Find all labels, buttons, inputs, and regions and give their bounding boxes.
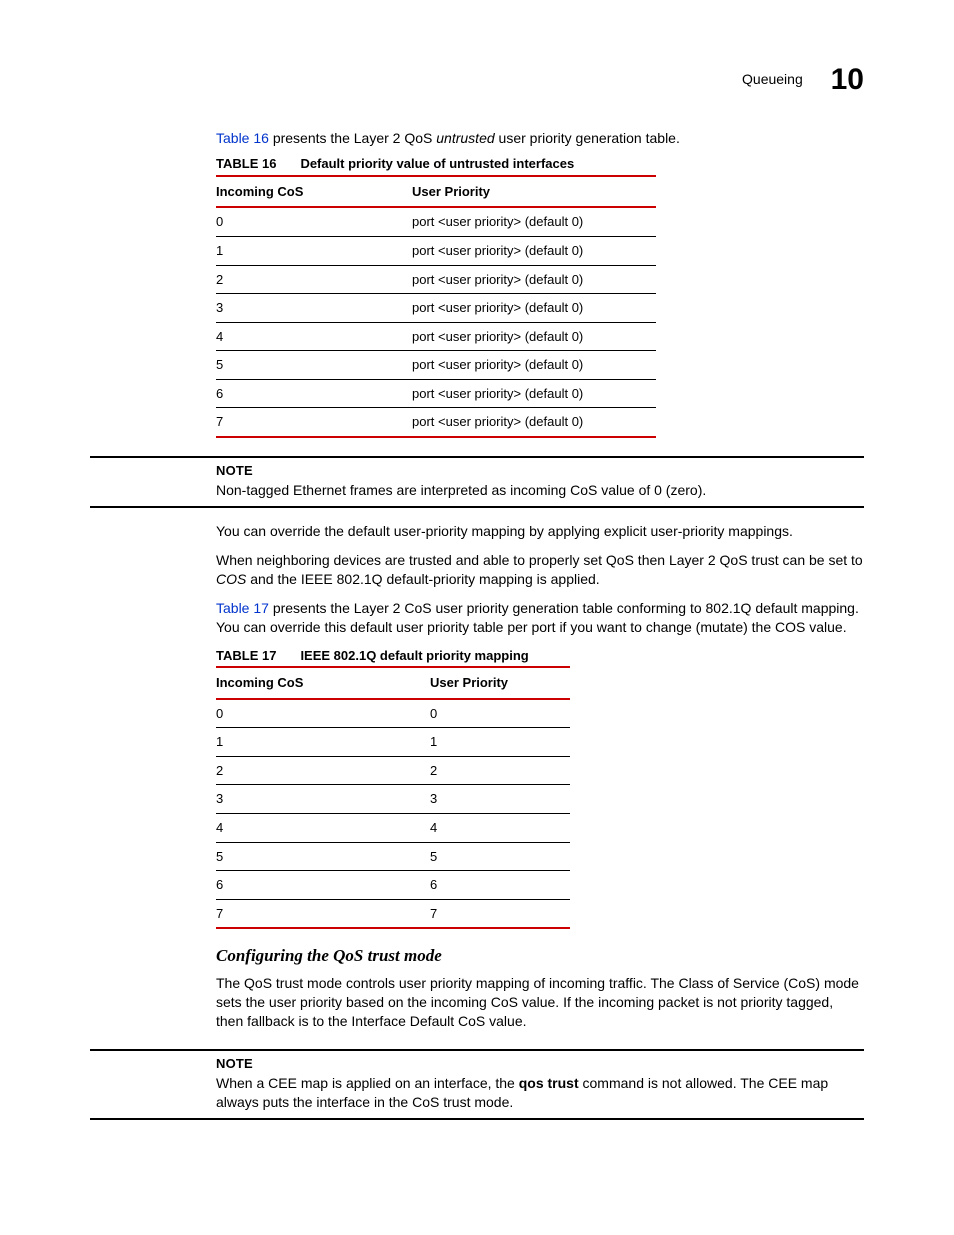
cell-priority: 2 [430, 756, 570, 785]
para-neighboring-italic: COS [216, 571, 246, 587]
cell-priority: 4 [430, 814, 570, 843]
table-row: 6port <user priority> (default 0) [216, 379, 656, 408]
table-row: 66 [216, 871, 570, 900]
table16-wrap: TABLE 16 Default priority value of untrus… [216, 155, 864, 437]
table17-intro-text: presents the Layer 2 CoS user priority g… [216, 600, 859, 635]
cell-cos: 2 [216, 756, 430, 785]
cell-priority: 7 [430, 899, 570, 928]
table17-link[interactable]: Table 17 [216, 600, 269, 616]
cell-cos: 2 [216, 265, 412, 294]
table-header-row: Incoming CoS User Priority [216, 667, 570, 699]
cell-cos: 3 [216, 294, 412, 323]
note-block-1: NOTE Non-tagged Ethernet frames are inte… [90, 456, 864, 508]
note1-heading: NOTE [216, 462, 864, 480]
note2-heading: NOTE [216, 1055, 864, 1073]
note-block-2: NOTE When a CEE map is applied on an int… [90, 1049, 864, 1120]
cell-cos: 7 [216, 408, 412, 437]
table16: Incoming CoS User Priority 0port <user p… [216, 175, 656, 438]
table-row: 3port <user priority> (default 0) [216, 294, 656, 323]
cell-priority: port <user priority> (default 0) [412, 351, 656, 380]
table16-intro-italic: untrusted [436, 130, 494, 146]
cell-cos: 6 [216, 379, 412, 408]
para-override: You can override the default user-priori… [216, 522, 864, 541]
para-qos-trust: The QoS trust mode controls user priorit… [216, 974, 864, 1031]
para-neighboring-a: When neighboring devices are trusted and… [216, 552, 863, 568]
table-row: 00 [216, 699, 570, 728]
cell-priority: 0 [430, 699, 570, 728]
cell-cos: 4 [216, 322, 412, 351]
table17-caption: TABLE 17 IEEE 802.1Q default priority map… [216, 647, 864, 665]
table16-link[interactable]: Table 16 [216, 130, 269, 146]
table-row: 55 [216, 842, 570, 871]
section-title: Queueing [742, 71, 803, 87]
table-row: 33 [216, 785, 570, 814]
note2-cmd: qos trust [519, 1075, 579, 1091]
table16-col1-header: Incoming CoS [216, 176, 412, 208]
cell-priority: port <user priority> (default 0) [412, 408, 656, 437]
table-row: 0port <user priority> (default 0) [216, 207, 656, 236]
subhead-qos-trust: Configuring the QoS trust mode [216, 945, 864, 968]
page: Queueing 10 Table 16 presents the Layer … [0, 0, 954, 1235]
para-neighboring: When neighboring devices are trusted and… [216, 551, 864, 589]
running-header: Queueing 10 [90, 60, 864, 101]
table17-intro: Table 17 presents the Layer 2 CoS user p… [216, 599, 864, 637]
table-header-row: Incoming CoS User Priority [216, 176, 656, 208]
cell-cos: 6 [216, 871, 430, 900]
note2-body: When a CEE map is applied on an interfac… [216, 1074, 864, 1112]
cell-cos: 3 [216, 785, 430, 814]
table16-caption: TABLE 16 Default priority value of untrus… [216, 155, 864, 173]
table16-title: Default priority value of untrusted inte… [300, 156, 574, 171]
table16-intro: Table 16 presents the Layer 2 QoS untrus… [216, 129, 864, 148]
cell-priority: 6 [430, 871, 570, 900]
table-row: 2port <user priority> (default 0) [216, 265, 656, 294]
table17-wrap: TABLE 17 IEEE 802.1Q default priority map… [216, 647, 864, 929]
table17-label: TABLE 17 [216, 648, 276, 663]
cell-priority: port <user priority> (default 0) [412, 207, 656, 236]
table17-col2-header: User Priority [430, 667, 570, 699]
table16-col2-header: User Priority [412, 176, 656, 208]
table-row: 1port <user priority> (default 0) [216, 237, 656, 266]
cell-cos: 0 [216, 207, 412, 236]
cell-priority: port <user priority> (default 0) [412, 322, 656, 351]
table17-title: IEEE 802.1Q default priority mapping [300, 648, 528, 663]
table-row: 5port <user priority> (default 0) [216, 351, 656, 380]
cell-priority: port <user priority> (default 0) [412, 294, 656, 323]
note1-body: Non-tagged Ethernet frames are interpret… [216, 481, 864, 500]
table-row: 4port <user priority> (default 0) [216, 322, 656, 351]
cell-priority: 1 [430, 728, 570, 757]
cell-cos: 0 [216, 699, 430, 728]
content-column: Table 16 presents the Layer 2 QoS untrus… [216, 129, 864, 1121]
cell-cos: 1 [216, 728, 430, 757]
cell-cos: 1 [216, 237, 412, 266]
cell-cos: 4 [216, 814, 430, 843]
table17: Incoming CoS User Priority 0011223344556… [216, 666, 570, 929]
table-row: 77 [216, 899, 570, 928]
cell-cos: 7 [216, 899, 430, 928]
note2-body-a: When a CEE map is applied on an interfac… [216, 1075, 519, 1091]
cell-priority: port <user priority> (default 0) [412, 237, 656, 266]
cell-cos: 5 [216, 842, 430, 871]
chapter-number: 10 [831, 63, 864, 96]
table16-label: TABLE 16 [216, 156, 276, 171]
para-neighboring-b: and the IEEE 802.1Q default-priority map… [246, 571, 599, 587]
table-row: 7port <user priority> (default 0) [216, 408, 656, 437]
table16-intro-text-b: user priority generation table. [495, 130, 680, 146]
table-row: 11 [216, 728, 570, 757]
table17-col1-header: Incoming CoS [216, 667, 430, 699]
cell-priority: 3 [430, 785, 570, 814]
table-row: 22 [216, 756, 570, 785]
cell-priority: port <user priority> (default 0) [412, 265, 656, 294]
table16-intro-text-a: presents the Layer 2 QoS [269, 130, 436, 146]
table-row: 44 [216, 814, 570, 843]
cell-cos: 5 [216, 351, 412, 380]
cell-priority: 5 [430, 842, 570, 871]
cell-priority: port <user priority> (default 0) [412, 379, 656, 408]
